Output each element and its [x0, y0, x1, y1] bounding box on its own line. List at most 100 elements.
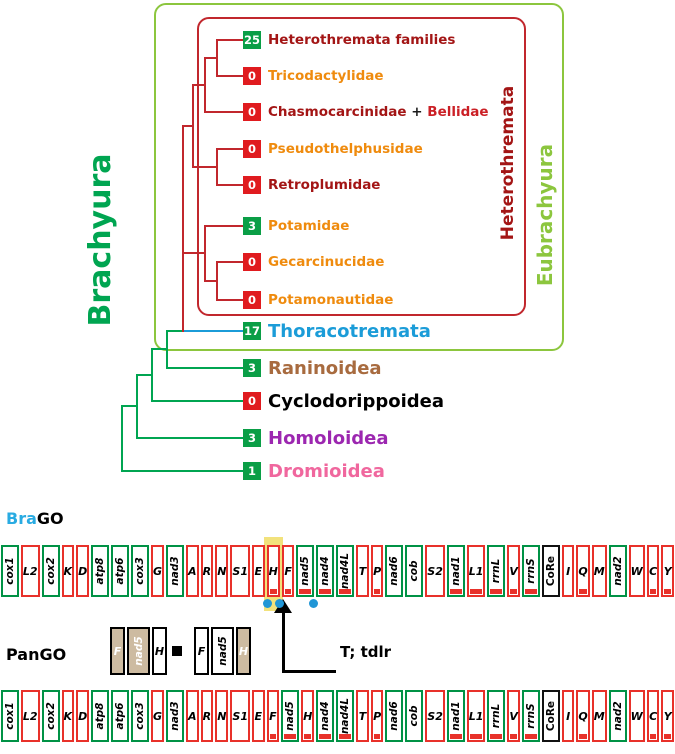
gene-box: N: [215, 545, 229, 597]
gene-box: S2: [425, 690, 445, 742]
tree-branch: [216, 39, 218, 77]
gene-box: D: [76, 545, 90, 597]
gene-cell: T: [356, 537, 369, 611]
gene-label: I: [566, 564, 571, 578]
gene-box: nad5: [281, 690, 300, 742]
tree-branch: [151, 348, 153, 402]
tree-branch: [192, 84, 194, 168]
gene-box: nad4: [316, 545, 335, 597]
taxon-name-part: Cyclodorippoidea: [268, 390, 444, 412]
taxon-count-box: 1: [243, 462, 261, 480]
gene-box: G: [151, 690, 165, 742]
gene-cell: atp6: [111, 537, 130, 611]
tree-branch: [216, 148, 244, 150]
gene-label: rrnL: [490, 558, 503, 584]
gene-cell: L1: [466, 537, 486, 611]
gene-cell: A: [185, 537, 199, 611]
gene-cell: L2: [20, 537, 40, 611]
taxon-row: 3 Potamidae: [243, 216, 349, 236]
taxon-label: Potamidae: [268, 218, 349, 234]
gene-label: atp6: [114, 702, 127, 730]
gene-label: nad5: [132, 636, 145, 666]
gene-label: F: [284, 564, 292, 578]
gene-cell: nad1: [446, 537, 465, 611]
gene-label: W: [630, 564, 643, 578]
gene-box: H: [262, 545, 284, 608]
gene-cell: M: [591, 685, 607, 747]
translocation-dot: [274, 599, 284, 608]
gene-cell: nad6: [385, 685, 404, 747]
spacer-square: [172, 646, 182, 656]
gene-box: Y: [661, 690, 675, 742]
tree-branch: [166, 330, 168, 369]
gene-label: H: [154, 644, 165, 658]
gene-box: K: [61, 545, 75, 597]
tree-branch: [216, 39, 244, 41]
tree-branch: [182, 125, 194, 127]
gene-cell: cox3: [131, 537, 150, 611]
gene-cell: W: [628, 537, 645, 611]
gene-box: W: [628, 545, 645, 597]
tree-branch: [151, 348, 168, 350]
taxon-name-part: +: [411, 104, 428, 120]
gene-label: R: [202, 564, 212, 578]
gene-label: nad5: [216, 636, 229, 666]
gene-cell: atp8: [91, 537, 110, 611]
taxon-row: 0 Chasmocarcinidae + Bellidae: [243, 102, 489, 122]
gene-cell: cox2: [41, 685, 60, 747]
taxon-name-part: Dromioidea: [268, 460, 385, 482]
gene-box: nad3: [166, 545, 184, 597]
gene-label: W: [630, 709, 643, 723]
taxon-row: 17 Thoracotremata: [243, 320, 431, 342]
gene-box: rrnL: [487, 545, 506, 597]
gene-box: F: [266, 690, 280, 742]
gene-label: nad5: [299, 556, 312, 586]
taxon-row: 3 Raninoidea: [243, 358, 382, 379]
gene-box: rrnL: [487, 690, 506, 742]
tree-branch: [204, 57, 206, 113]
gene-cell: cox3: [131, 685, 150, 747]
gene-cell: S1: [230, 685, 250, 747]
gene-label: nad6: [388, 701, 401, 731]
gene-label: Q: [578, 564, 588, 578]
gene-cell: D: [76, 685, 90, 747]
gene-box: N: [215, 690, 229, 742]
taxon-row: 0 Pseudothelphusidae: [243, 139, 423, 159]
gene-box: rrnS: [521, 545, 540, 597]
taxon-count-box: 0: [243, 392, 261, 410]
gene-cell: nad4: [316, 685, 335, 747]
tree-branch: [136, 374, 138, 439]
tree-branch: [216, 75, 244, 77]
gene-cell: nad1: [446, 685, 465, 747]
gene-label: F: [197, 644, 206, 658]
taxon-name-part: Thoracotremata: [268, 320, 431, 342]
translocation-dot: [262, 599, 272, 608]
gene-label: cob: [408, 705, 421, 727]
gene-label: cob: [408, 560, 421, 582]
gene-cell: E: [252, 685, 265, 747]
gene-box: R: [200, 545, 214, 597]
taxon-count-box: 0: [243, 140, 261, 158]
gene-box: Y: [661, 545, 675, 597]
gene-box: C: [646, 545, 660, 597]
gene-box: V: [507, 690, 520, 742]
gene-box: cox2: [41, 545, 60, 597]
gene-box: Q: [576, 545, 590, 597]
translocation-dot: [309, 599, 319, 608]
taxon-label: Cyclodorippoidea: [268, 391, 444, 412]
tree-branch: [204, 111, 244, 113]
gene-box: atp6: [111, 545, 130, 597]
gene-box: atp6: [111, 690, 130, 742]
gene-label: cox1: [3, 702, 16, 730]
pango-label: PanGO: [6, 645, 67, 664]
tree-branch: [216, 299, 244, 301]
gene-box: nad4L: [336, 690, 355, 742]
gene-box: nad5: [296, 545, 319, 608]
taxon-name-part: Bellidae: [427, 104, 489, 120]
gene-box: L2: [20, 690, 40, 742]
gene-label: nad4: [319, 701, 332, 731]
gene-box: F: [281, 545, 295, 597]
gene-cell: W: [628, 685, 645, 747]
gene-cell: V: [507, 537, 520, 611]
